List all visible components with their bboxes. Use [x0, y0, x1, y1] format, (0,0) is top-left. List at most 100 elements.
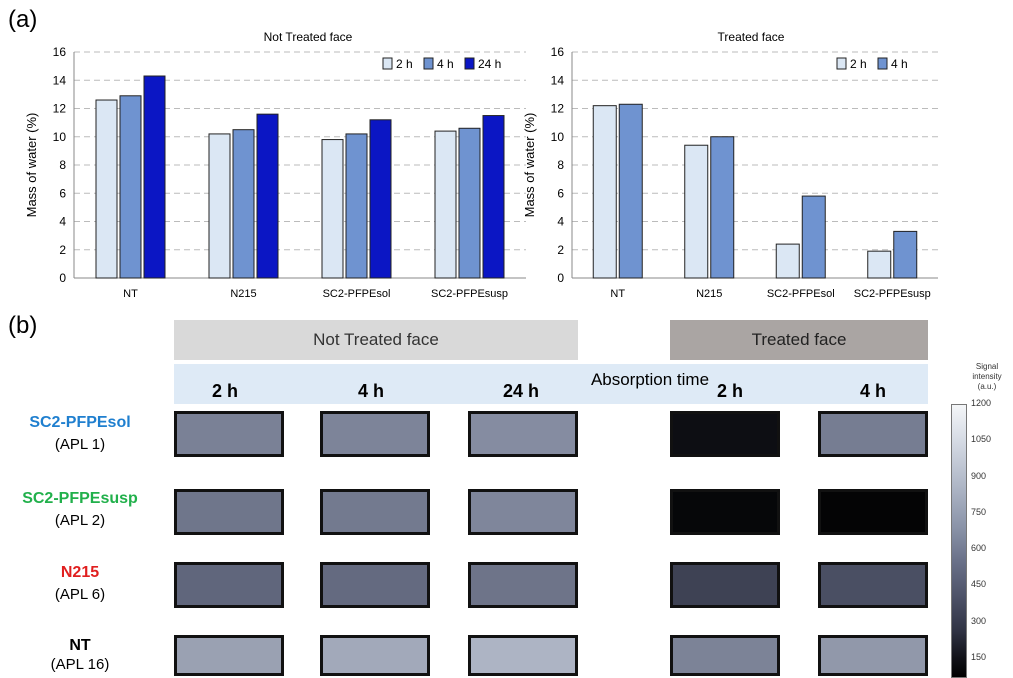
y-tick-label: 6 — [557, 186, 564, 200]
legend-swatch — [836, 57, 847, 70]
chart-treated-face: Treated face 0 2 4 6 8 10 12 14 16 Mass of water (… — [522, 30, 938, 300]
mri-tile — [468, 489, 578, 535]
y-tick-label: 6 — [59, 186, 66, 200]
colorbar — [951, 404, 967, 678]
mri-tile — [320, 489, 430, 535]
mri-tile — [174, 562, 284, 608]
y-tick-label: 4 — [557, 215, 564, 229]
bar — [482, 115, 505, 279]
absorption-time-band — [174, 364, 928, 404]
bar — [801, 195, 826, 279]
time-label: 4 h — [357, 381, 384, 401]
colorbar-tick-label: 600 — [971, 543, 987, 554]
bar — [684, 144, 709, 279]
panel-a-label: (a) — [8, 6, 38, 33]
y-tick-label: 8 — [557, 158, 564, 172]
x-tick-label: NT — [123, 288, 138, 300]
bar — [434, 130, 457, 279]
bar — [119, 95, 142, 279]
bar — [232, 129, 255, 279]
mri-tile — [818, 635, 928, 676]
chart-title: Not Treated face — [264, 30, 353, 44]
y-tick-label: 0 — [557, 271, 564, 285]
y-tick-label: 12 — [53, 102, 67, 116]
bar — [143, 75, 166, 279]
mri-tile — [320, 562, 430, 608]
mri-tile — [468, 562, 578, 608]
colorbar-title-line: Signal — [975, 362, 999, 371]
row-apl: (APL 1) — [54, 436, 106, 453]
y-tick-label: 2 — [59, 243, 66, 257]
y-tick-label: 12 — [551, 102, 565, 116]
x-tick-label: N215 — [230, 288, 256, 300]
legend-swatch — [382, 57, 393, 70]
mri-tile — [320, 411, 430, 457]
bar — [867, 250, 892, 279]
legend-swatch — [464, 57, 475, 70]
legend-label: 2 h — [396, 57, 413, 71]
absorption-time-title: Absorption time — [590, 370, 710, 389]
bar — [775, 243, 800, 279]
x-tick-label: N215 — [696, 288, 722, 300]
bar — [321, 139, 344, 279]
row-apl: (APL 16) — [50, 656, 110, 673]
y-tick-label: 4 — [59, 215, 66, 229]
bar — [592, 105, 617, 279]
y-tick-label: 2 — [557, 243, 564, 257]
legend-label: 4 h — [437, 57, 454, 71]
mri-tile — [670, 562, 780, 608]
y-tick-label: 10 — [551, 130, 565, 144]
row-name-sc2-pfpesusp: SC2-PFPEsusp — [22, 490, 138, 507]
legend-label: 2 h — [850, 57, 867, 71]
x-tick-label: SC2-PFPEsusp — [431, 288, 508, 300]
panel-b-label: (b) — [8, 312, 38, 339]
mri-tile — [174, 411, 284, 457]
colorbar-tick-label: 150 — [971, 651, 987, 662]
treated-face-header: Treated face — [670, 320, 928, 360]
mri-tile — [670, 411, 780, 457]
colorbar-title: Signal intensity (a.u.) — [962, 362, 1012, 392]
legend-swatch — [877, 57, 888, 70]
y-tick-label: 10 — [53, 130, 67, 144]
row-apl: (APL 6) — [54, 586, 106, 603]
y-tick-label: 16 — [551, 45, 565, 59]
bar — [618, 103, 643, 279]
row-name-sc2-pfpesol: SC2-PFPEsol — [29, 414, 131, 431]
mri-tile — [174, 489, 284, 535]
row-apl: (APL 2) — [54, 512, 106, 529]
x-tick-label: SC2-PFPEsol — [323, 288, 391, 300]
x-tick-label: NT — [610, 288, 625, 300]
legend-label: 24 h — [478, 57, 501, 71]
colorbar-tick-label: 750 — [971, 506, 987, 517]
legend-label: 4 h — [891, 57, 908, 71]
row-name-nt: NT — [69, 637, 91, 654]
bar — [458, 127, 481, 279]
y-tick-label: 0 — [59, 271, 66, 285]
chart-title: Treated face — [718, 30, 785, 44]
x-tick-label: SC2-PFPEsol — [767, 288, 835, 300]
mri-tile — [320, 635, 430, 676]
chart-not-treated-face: Not Treated face 0 2 4 6 8 10 12 14 16 Mass of wat… — [24, 30, 526, 300]
y-tick-label: 8 — [59, 158, 66, 172]
mri-tile — [468, 411, 578, 457]
time-label: 2 h — [716, 381, 743, 401]
bar — [893, 230, 918, 279]
bar — [208, 133, 231, 279]
time-label: 4 h — [859, 381, 886, 401]
mri-tile — [670, 489, 780, 535]
mri-tile — [818, 411, 928, 457]
colorbar-tick-label: 300 — [971, 615, 987, 626]
y-tick-label: 14 — [551, 73, 565, 87]
y-tick-label: 16 — [53, 45, 67, 59]
bar — [95, 99, 118, 279]
colorbar-tick-label: 900 — [971, 470, 987, 481]
legend-swatch — [423, 57, 434, 70]
bar — [345, 133, 368, 279]
x-tick-label: SC2-PFPEsusp — [854, 288, 931, 300]
row-name-n215: N215 — [60, 564, 100, 581]
bar — [369, 119, 392, 279]
y-tick-label: 14 — [53, 73, 67, 87]
mri-tile — [818, 562, 928, 608]
colorbar-tick-label: 1050 — [971, 434, 992, 445]
y-axis-label: Mass of water (%) — [24, 113, 39, 218]
